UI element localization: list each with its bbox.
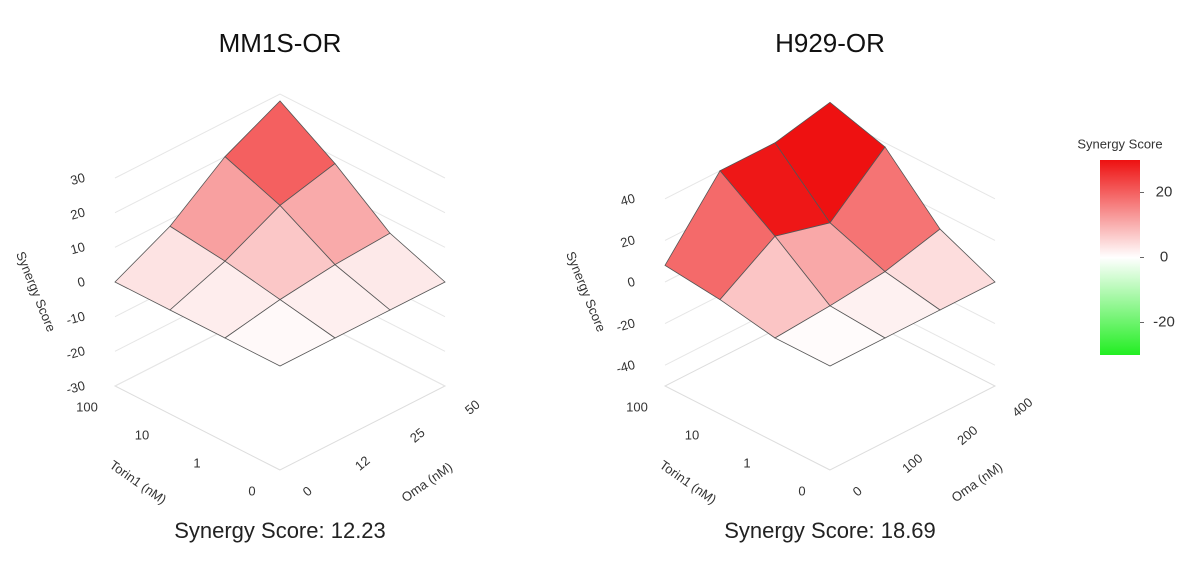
y-tick-label: 0 [798, 483, 805, 498]
z-tick-label: 20 [619, 232, 637, 250]
x-tick-label: 100 [899, 450, 925, 475]
y-axis-title: Torin1 (nM) [107, 457, 169, 507]
y-tick-label: 0 [248, 483, 255, 498]
z-tick-label: 20 [69, 204, 87, 222]
z-tick-label: -20 [65, 343, 87, 362]
x-tick-label: 0 [850, 483, 865, 499]
x-axis-title: Oma (nM) [949, 459, 1006, 505]
colorbar-tick-label: -20 [1153, 313, 1175, 330]
summary: Synergy Score: 12.23 [174, 518, 386, 543]
x-tick-label: 25 [407, 425, 428, 446]
colorbar-title: Synergy Score [1077, 136, 1162, 151]
z-axis-title: Synergy Score [13, 249, 59, 334]
z-tick-label: 0 [76, 274, 87, 290]
surface-patch [774, 305, 886, 367]
y-tick-label: 100 [626, 399, 648, 414]
x-tick-label: 200 [954, 422, 980, 447]
y-tick-label: 100 [76, 399, 98, 414]
chart-title: H929-OR [775, 28, 885, 58]
colorbar-tick-label: 20 [1156, 183, 1173, 200]
y-axis-title: Torin1 (nM) [657, 457, 719, 507]
z-tick-label: -10 [65, 308, 87, 327]
z-tick-label: -20 [615, 315, 637, 334]
x-axis-title: Oma (nM) [399, 459, 456, 505]
chart-title: MM1S-OR [219, 28, 342, 58]
colorbar [1100, 160, 1140, 355]
summary: Synergy Score: 18.69 [724, 518, 936, 543]
z-tick-label: -40 [615, 357, 637, 376]
x-tick-label: 12 [352, 453, 373, 474]
z-tick-label: -30 [65, 378, 87, 397]
x-tick-label: 0 [300, 483, 315, 499]
grid-line [114, 93, 446, 179]
colorbar-tick-label: 0 [1160, 248, 1168, 265]
y-tick-label: 10 [135, 427, 149, 442]
y-tick-label: 1 [193, 455, 200, 470]
z-tick-label: 30 [69, 170, 87, 188]
z-tick-label: 0 [626, 274, 637, 290]
x-tick-label: 400 [1009, 394, 1035, 419]
y-tick-label: 1 [743, 455, 750, 470]
z-axis-title: Synergy Score [563, 249, 609, 334]
surface-patch [224, 299, 336, 367]
z-tick-label: 40 [619, 191, 637, 209]
y-tick-label: 10 [685, 427, 699, 442]
x-tick-label: 50 [462, 397, 483, 418]
z-tick-label: 10 [69, 239, 87, 257]
